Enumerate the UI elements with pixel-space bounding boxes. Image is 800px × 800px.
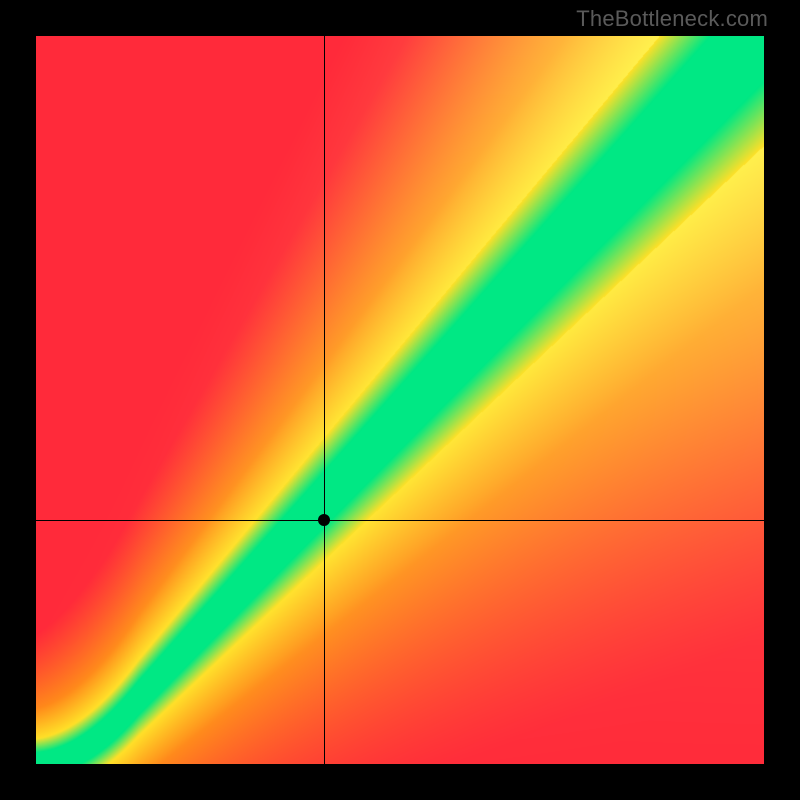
attribution-text: TheBottleneck.com [576, 6, 768, 32]
crosshair-vertical [324, 36, 325, 764]
plot-area [36, 36, 764, 764]
operating-point-marker [318, 514, 330, 526]
chart-frame: TheBottleneck.com [0, 0, 800, 800]
crosshair-horizontal [36, 520, 764, 521]
bottleneck-heatmap [36, 36, 764, 764]
